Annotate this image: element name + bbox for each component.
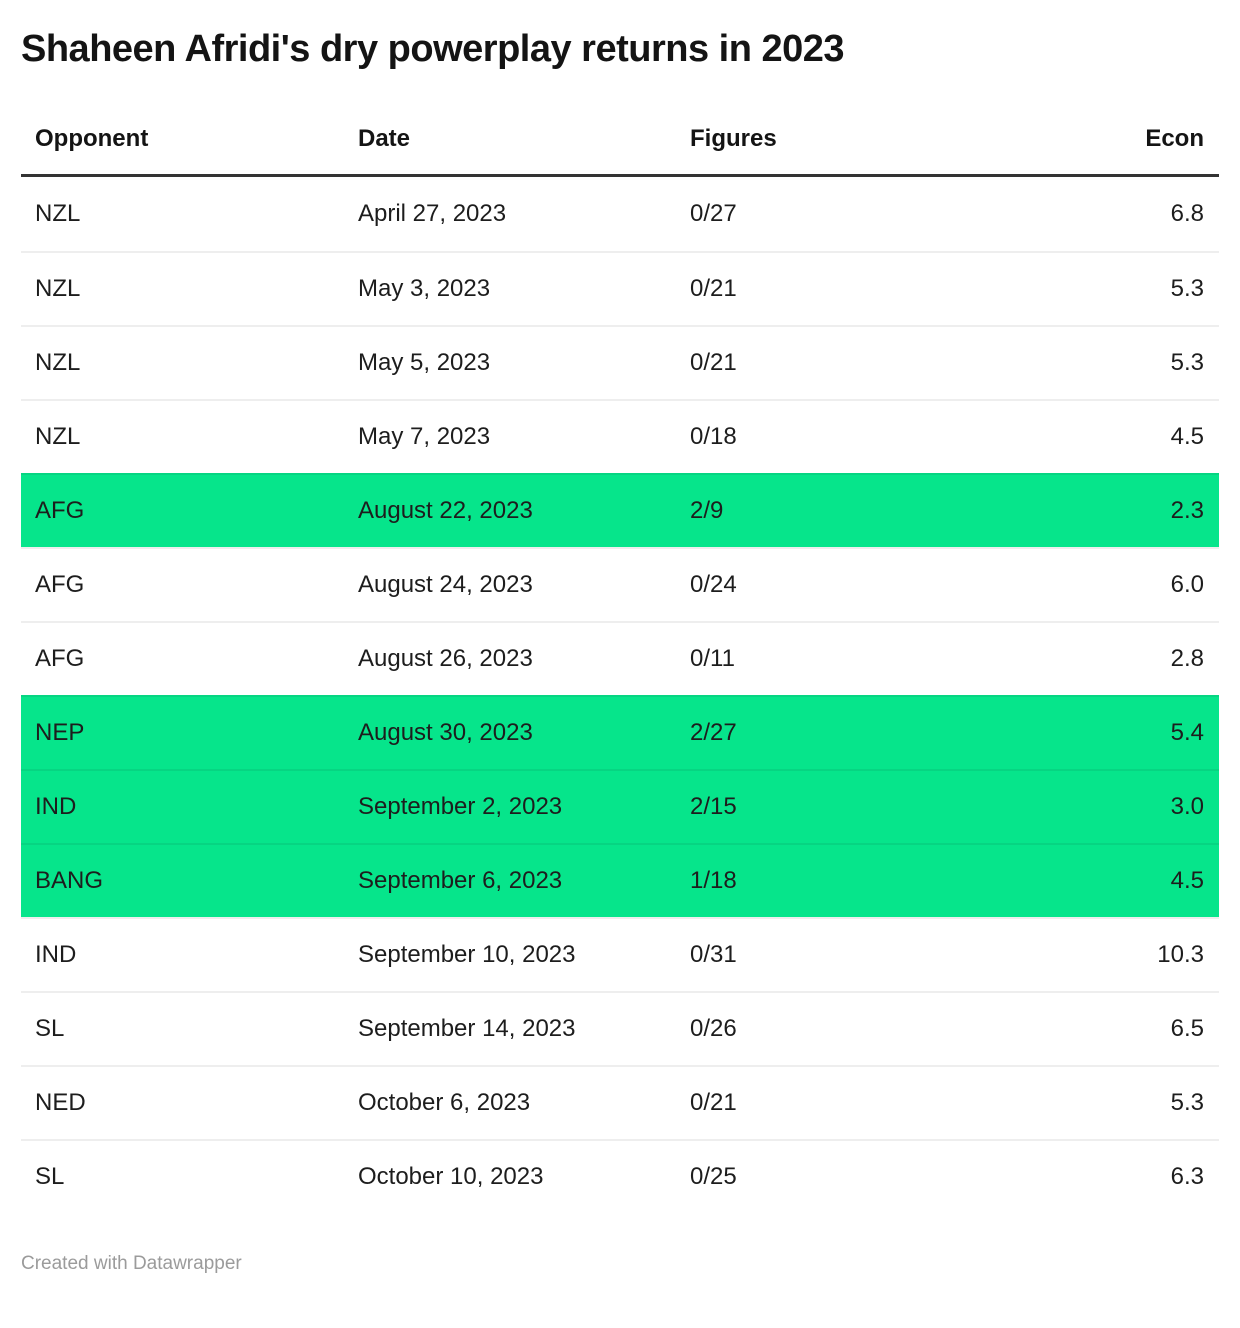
- cell-opponent: NZL: [35, 200, 81, 227]
- table-row: NED October 6, 2023 0/21 5.3: [21, 1065, 1219, 1139]
- table-row: NZL April 27, 2023 0/27 6.8: [21, 177, 1219, 251]
- cell-date: September 6, 2023: [358, 867, 563, 894]
- table-row: AFG August 24, 2023 0/24 6.0: [21, 547, 1219, 621]
- cell-econ: 5.3: [1170, 275, 1204, 302]
- cell-opponent: IND: [35, 941, 77, 968]
- column-header-date: Date: [358, 124, 411, 152]
- chart-title: Shaheen Afridi's dry powerplay returns i…: [21, 28, 845, 70]
- cell-figures: 2/9: [690, 497, 724, 524]
- table-row: IND September 10, 2023 0/31 10.3: [21, 917, 1219, 991]
- cell-date: April 27, 2023: [358, 200, 507, 227]
- cell-date: October 10, 2023: [358, 1163, 544, 1190]
- cell-econ: 5.3: [1170, 349, 1204, 376]
- column-header-opponent: Opponent: [35, 124, 149, 152]
- cell-date: October 6, 2023: [358, 1089, 531, 1116]
- table-row: NZL May 3, 2023 0/21 5.3: [21, 251, 1219, 325]
- cell-figures: 2/15: [690, 793, 737, 820]
- cell-date: September 2, 2023: [358, 793, 563, 820]
- cell-econ: 6.3: [1170, 1163, 1204, 1190]
- cell-opponent: SL: [35, 1163, 65, 1190]
- table-row: SL September 14, 2023 0/26 6.5: [21, 991, 1219, 1065]
- cell-opponent: NZL: [35, 349, 81, 376]
- cell-econ: 3.0: [1170, 793, 1204, 820]
- datawrapper-table-chart: Shaheen Afridi's dry powerplay returns i…: [0, 26, 1240, 1275]
- cell-figures: 0/26: [690, 1015, 737, 1042]
- cell-figures: 0/11: [690, 645, 735, 672]
- cell-figures: 0/24: [690, 571, 737, 598]
- cell-figures: 0/21: [690, 1089, 737, 1116]
- cell-date: August 22, 2023: [358, 497, 533, 524]
- cell-econ: 4.5: [1170, 423, 1204, 450]
- table-body: NZL April 27, 2023 0/27 6.8 NZL May 3, 2…: [21, 177, 1219, 1213]
- cell-opponent: NEP: [35, 719, 85, 746]
- table-row: IND September 2, 2023 2/15 3.0: [21, 769, 1219, 843]
- cell-date: September 10, 2023: [358, 941, 576, 968]
- column-header-econ: Econ: [1145, 124, 1204, 152]
- cell-opponent: AFG: [35, 497, 85, 524]
- cell-opponent: AFG: [35, 571, 85, 598]
- table-row: BANG September 6, 2023 1/18 4.5: [21, 843, 1219, 917]
- cell-figures: 0/31: [690, 941, 737, 968]
- column-header-figures: Figures: [690, 124, 777, 152]
- table-row: AFG August 26, 2023 0/11 2.8: [21, 621, 1219, 695]
- cell-opponent: NED: [35, 1089, 86, 1116]
- cell-econ: 5.3: [1170, 1089, 1204, 1116]
- cell-date: August 24, 2023: [358, 571, 533, 598]
- cell-date: May 7, 2023: [358, 423, 491, 450]
- cell-opponent: NZL: [35, 275, 81, 302]
- cell-econ: 10.3: [1157, 941, 1204, 968]
- cell-figures: 0/25: [690, 1163, 737, 1190]
- cell-figures: 1/18: [690, 867, 737, 894]
- cell-econ: 6.5: [1170, 1015, 1204, 1042]
- cell-date: May 5, 2023: [358, 349, 491, 376]
- cell-econ: 2.3: [1170, 497, 1204, 524]
- cell-opponent: SL: [35, 1015, 65, 1042]
- cell-figures: 2/27: [690, 719, 737, 746]
- table-row: NZL May 5, 2023 0/21 5.3: [21, 325, 1219, 399]
- table-row: NZL May 7, 2023 0/18 4.5: [21, 399, 1219, 473]
- cell-date: August 26, 2023: [358, 645, 533, 672]
- cell-opponent: BANG: [35, 867, 104, 894]
- cell-econ: 2.8: [1170, 645, 1204, 672]
- cell-opponent: NZL: [35, 423, 81, 450]
- cell-figures: 0/21: [690, 349, 737, 376]
- cell-figures: 0/27: [690, 200, 737, 227]
- cell-date: August 30, 2023: [358, 719, 533, 746]
- cell-date: September 14, 2023: [358, 1015, 576, 1042]
- cell-econ: 4.5: [1170, 867, 1204, 894]
- table-row: SL October 10, 2023 0/25 6.3: [21, 1139, 1219, 1213]
- cell-figures: 0/18: [690, 423, 737, 450]
- cell-econ: 6.0: [1170, 571, 1204, 598]
- cell-opponent: IND: [35, 793, 77, 820]
- table-header-row: Opponent Date Figures Econ: [21, 103, 1219, 177]
- table-row: NEP August 30, 2023 2/27 5.4: [21, 695, 1219, 769]
- datawrapper-attribution-link[interactable]: Created with Datawrapper: [21, 1253, 242, 1274]
- cell-econ: 6.8: [1170, 200, 1204, 227]
- cell-date: May 3, 2023: [358, 275, 491, 302]
- cell-econ: 5.4: [1170, 719, 1204, 746]
- cell-figures: 0/21: [690, 275, 737, 302]
- table-row: AFG August 22, 2023 2/9 2.3: [21, 473, 1219, 547]
- cell-opponent: AFG: [35, 645, 85, 672]
